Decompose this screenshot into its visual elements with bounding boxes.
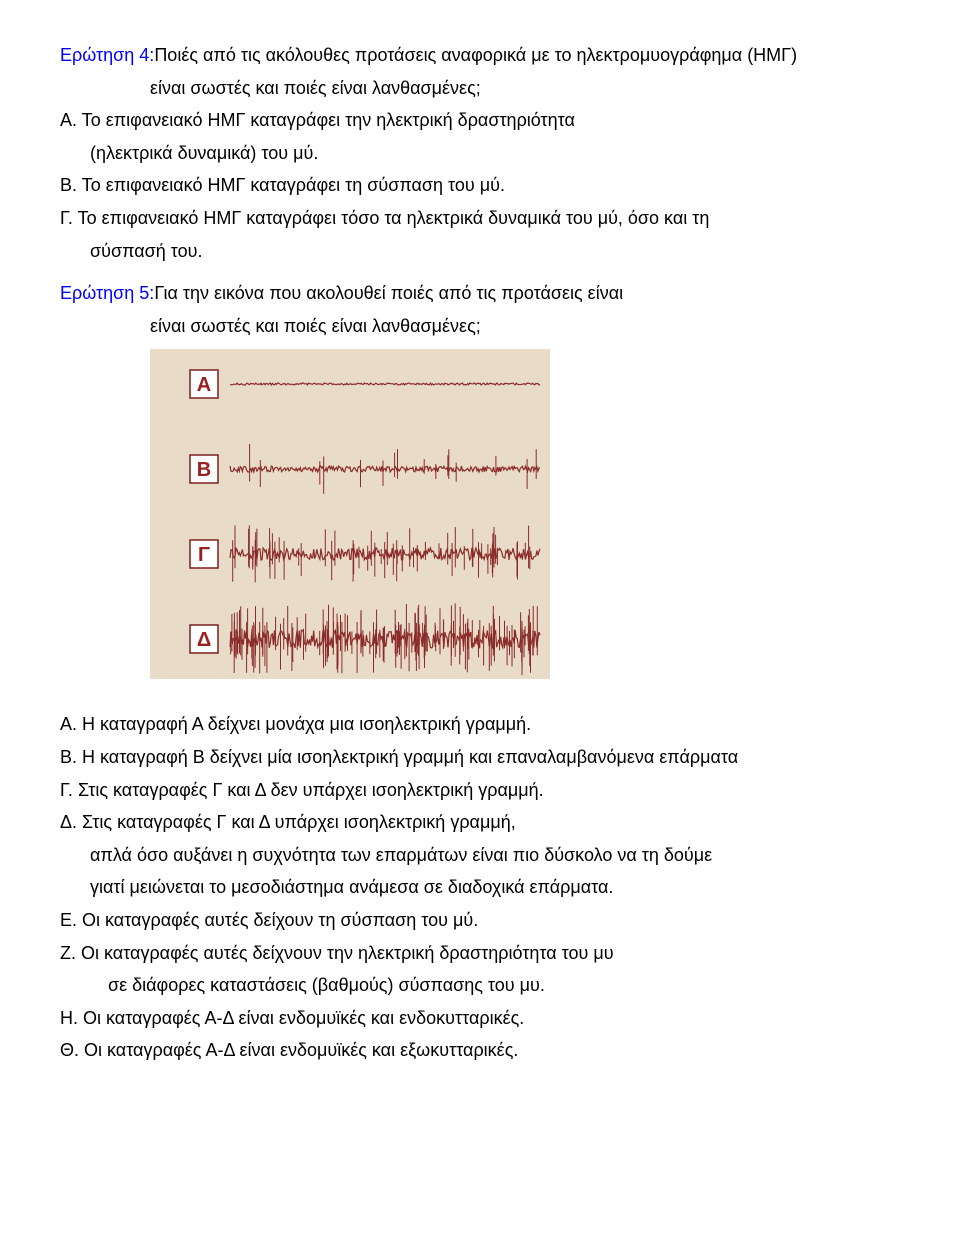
- q4-option-a: Α. Το επιφανειακό ΗΜΓ καταγράφει την ηλε…: [60, 105, 900, 136]
- q5-option-th: Θ. Οι καταγραφές Α-Δ είναι ενδομυϊκές κα…: [60, 1035, 900, 1066]
- q4-header: Ερώτηση 4:Ποιές από τις ακόλουθες προτάσ…: [60, 40, 900, 71]
- q4-option-c-2: σύσπασή του.: [60, 236, 900, 267]
- q5-option-d-3: γιατί μειώνεται το μεσοδιάστημα ανάμεσα …: [60, 872, 900, 903]
- q4-option-c: Γ. Το επιφανειακό ΗΜΓ καταγράφει τόσο τα…: [60, 203, 900, 234]
- q5-title-1: Για την εικόνα που ακολουθεί ποιές από τ…: [154, 283, 623, 303]
- q5-option-d: Δ. Στις καταγραφές Γ και Δ υπάρχει ισοηλ…: [60, 807, 900, 838]
- emg-figure: Α Β Γ Δ: [150, 349, 550, 679]
- q5-header: Ερώτηση 5:Για την εικόνα που ακολουθεί π…: [60, 278, 900, 309]
- q5-option-a: Α. Η καταγραφή Α δείχνει μονάχα μια ισοη…: [60, 709, 900, 740]
- q4-option-b: Β. Το επιφανειακό ΗΜΓ καταγράφει τη σύσπ…: [60, 170, 900, 201]
- q5-option-e: Ε. Οι καταγραφές αυτές δείχουν τη σύσπασ…: [60, 905, 900, 936]
- q4-label: Ερώτηση 4:: [60, 45, 154, 65]
- q5-option-b: Β. Η καταγραφή Β δείχνει μία ισοηλεκτρικ…: [60, 742, 900, 773]
- q5-title-2: είναι σωστές και ποιές είναι λανθασμένες…: [60, 311, 900, 342]
- q5-option-d-2: απλά όσο αυξάνει η συχνότητα των επαρμάτ…: [60, 840, 900, 871]
- svg-text:Α: Α: [197, 374, 211, 396]
- q4-title-2: είναι σωστές και ποιές είναι λανθασμένες…: [60, 73, 900, 104]
- svg-text:Β: Β: [197, 459, 211, 481]
- q5-option-c: Γ. Στις καταγραφές Γ και Δ δεν υπάρχει ι…: [60, 775, 900, 806]
- svg-text:Γ: Γ: [198, 544, 210, 566]
- q5-option-z: Ζ. Οι καταγραφές αυτές δείχνουν την ηλεκ…: [60, 938, 900, 969]
- q5-option-z-2: σε διάφορες καταστάσεις (βαθμούς) σύσπασ…: [60, 970, 900, 1001]
- q4-option-a-2: (ηλεκτρικά δυναμικά) του μύ.: [60, 138, 900, 169]
- q5-label: Ερώτηση 5:: [60, 283, 154, 303]
- q4-title-1: Ποιές από τις ακόλουθες προτάσεις αναφορ…: [154, 45, 797, 65]
- q5-option-h: Η. Οι καταγραφές Α-Δ είναι ενδομυϊκές κα…: [60, 1003, 900, 1034]
- svg-text:Δ: Δ: [197, 629, 211, 651]
